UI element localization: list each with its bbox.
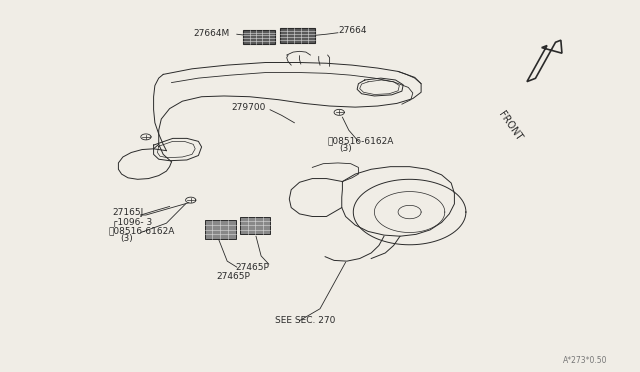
Text: 27465P: 27465P — [236, 263, 269, 272]
Text: 27664M: 27664M — [193, 29, 229, 38]
Text: Ⓝ08516-6162A: Ⓝ08516-6162A — [109, 226, 175, 235]
Bar — [280, 28, 315, 43]
Text: (3): (3) — [339, 144, 352, 153]
Text: 27165J: 27165J — [112, 208, 143, 217]
Text: Ⓝ08516-6162A: Ⓝ08516-6162A — [328, 136, 394, 145]
Bar — [243, 30, 275, 44]
Polygon shape — [527, 40, 562, 81]
Bar — [205, 220, 236, 239]
Text: 279700: 279700 — [231, 103, 266, 112]
Text: ┌1096- 3: ┌1096- 3 — [112, 217, 152, 226]
Text: 27664: 27664 — [338, 26, 367, 35]
Bar — [240, 217, 270, 234]
Text: SEE SEC. 270: SEE SEC. 270 — [275, 316, 335, 325]
Text: FRONT: FRONT — [496, 109, 524, 142]
Text: 27465P: 27465P — [216, 272, 250, 280]
Text: (3): (3) — [120, 234, 133, 243]
Text: A*273*0.50: A*273*0.50 — [563, 356, 608, 365]
